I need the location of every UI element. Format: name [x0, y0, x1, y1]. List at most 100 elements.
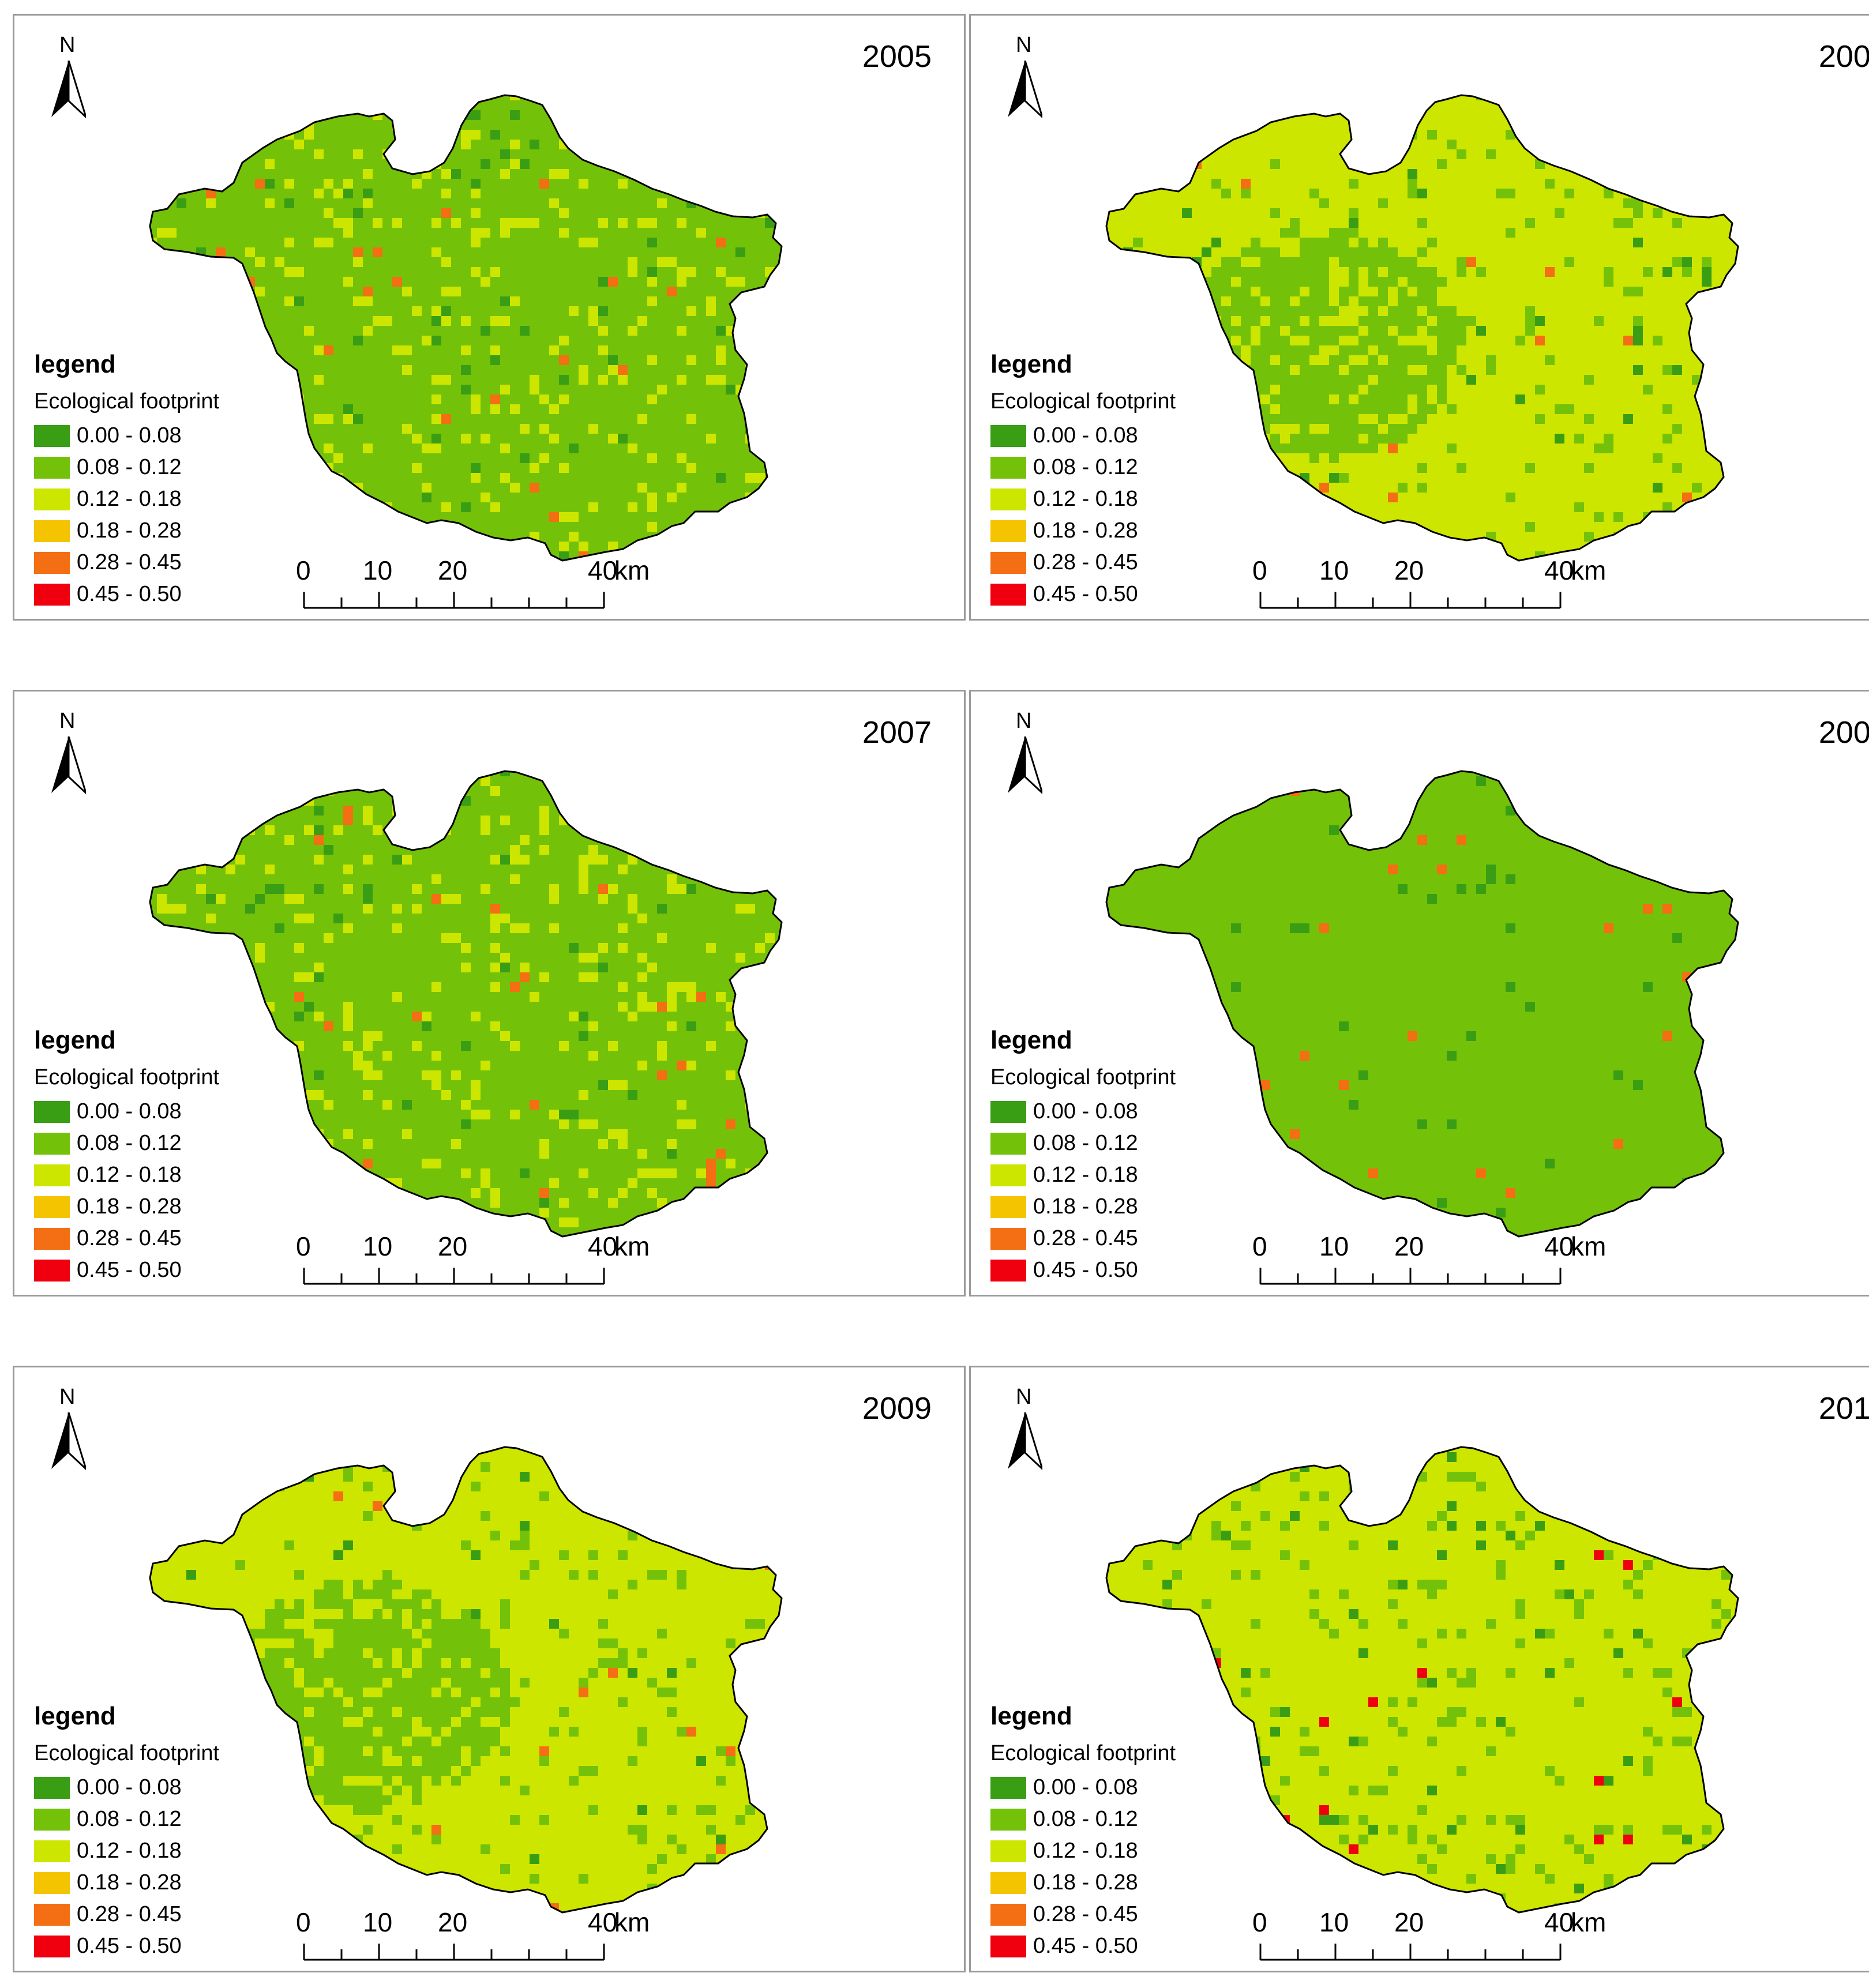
raster-cell	[1506, 493, 1515, 502]
raster-cell	[667, 1139, 677, 1149]
raster-cell	[686, 1658, 696, 1668]
raster-cell	[628, 502, 637, 512]
raster-cell	[1623, 287, 1633, 296]
raster-cell	[1260, 336, 1270, 345]
raster-cell	[530, 218, 539, 228]
raster-cell	[726, 1119, 735, 1129]
raster-cell	[412, 884, 422, 894]
raster-cell	[206, 1452, 216, 1462]
raster-cell	[1319, 198, 1329, 208]
raster-cell	[1408, 1697, 1417, 1707]
raster-cell	[363, 1795, 373, 1805]
raster-cell	[333, 1854, 343, 1864]
raster-cell	[431, 1462, 441, 1472]
raster-cell	[461, 345, 471, 355]
raster-cell	[1417, 296, 1427, 306]
raster-cell	[1515, 1540, 1525, 1550]
raster-cell	[1408, 169, 1417, 179]
raster-cell	[343, 1002, 353, 1012]
raster-cell	[392, 1717, 402, 1727]
scalebar-label: 40	[588, 1231, 618, 1261]
raster-cell	[716, 1776, 726, 1786]
raster-cell	[265, 385, 275, 394]
raster-cell	[235, 1678, 245, 1688]
raster-cell	[333, 1580, 343, 1589]
raster-cell	[471, 1737, 481, 1746]
raster-cell	[696, 992, 706, 1002]
raster-cell	[637, 914, 647, 923]
raster-cell	[657, 120, 667, 130]
raster-cell	[1368, 247, 1378, 257]
raster-cell	[667, 532, 677, 542]
legend-title: legend	[990, 1702, 1072, 1730]
raster-cell	[1447, 1051, 1457, 1061]
raster-cell	[1221, 316, 1231, 326]
raster-cell	[1457, 336, 1466, 345]
raster-cell	[353, 257, 363, 267]
raster-cell	[1319, 444, 1329, 453]
raster-cell	[186, 140, 196, 149]
raster-cell	[1329, 1452, 1339, 1462]
raster-cell	[363, 1638, 373, 1648]
raster-cell	[1260, 1756, 1270, 1766]
raster-cell	[392, 218, 402, 228]
raster-cell	[1672, 179, 1682, 189]
raster-cell	[431, 1776, 441, 1786]
raster-cell	[461, 1540, 471, 1550]
raster-cell	[402, 365, 412, 375]
raster-cell	[1290, 1884, 1300, 1893]
raster-cell	[1309, 1589, 1319, 1599]
raster-cell	[510, 1110, 520, 1119]
raster-cell	[1604, 1874, 1613, 1884]
raster-cell	[167, 806, 177, 816]
legend-swatch	[34, 1164, 70, 1186]
legend-item: 0.28 - 0.45	[34, 1899, 219, 1930]
raster-cell	[461, 1100, 471, 1110]
raster-cell	[569, 806, 579, 816]
raster-cell	[1368, 424, 1378, 434]
raster-cell	[226, 394, 235, 404]
raster-cell	[167, 296, 177, 306]
raster-cell	[696, 1805, 706, 1815]
raster-cell	[598, 963, 608, 972]
raster-cell	[461, 943, 471, 953]
raster-cell	[716, 796, 726, 806]
raster-cell	[333, 1697, 343, 1707]
raster-cell	[667, 1452, 677, 1462]
raster-cell	[177, 786, 186, 796]
raster-cell	[363, 100, 373, 110]
raster-cell	[1231, 365, 1241, 375]
raster-cell	[304, 972, 314, 982]
raster-cell	[1613, 169, 1623, 179]
raster-cell	[392, 776, 402, 786]
raster-cell	[324, 1589, 333, 1599]
raster-cell	[177, 287, 186, 296]
raster-cell	[1329, 228, 1339, 238]
raster-cell	[559, 169, 569, 179]
scalebar-label: 20	[438, 1907, 468, 1937]
raster-cell	[402, 424, 412, 434]
raster-cell	[1545, 1766, 1555, 1776]
raster-cell	[1270, 208, 1280, 218]
raster-cell	[1339, 404, 1349, 414]
raster-cell	[461, 1717, 471, 1727]
raster-cell	[1496, 1570, 1506, 1580]
raster-cell	[441, 1717, 451, 1727]
raster-cell	[235, 1717, 245, 1727]
raster-cell	[1388, 385, 1398, 394]
raster-cell	[588, 306, 598, 316]
raster-cell	[1113, 110, 1123, 120]
raster-cell	[1398, 316, 1408, 326]
raster-cell	[275, 1678, 284, 1688]
raster-cell	[265, 776, 275, 786]
raster-cell	[1192, 306, 1202, 316]
raster-cell	[471, 1678, 481, 1688]
raster-cell	[441, 316, 451, 326]
raster-cell	[441, 1648, 451, 1658]
raster-cell	[1408, 189, 1417, 198]
raster-cell	[608, 130, 618, 140]
raster-cell	[226, 1668, 235, 1678]
raster-cell	[402, 1462, 412, 1472]
raster-cell	[1339, 257, 1349, 267]
raster-cell	[726, 771, 735, 776]
